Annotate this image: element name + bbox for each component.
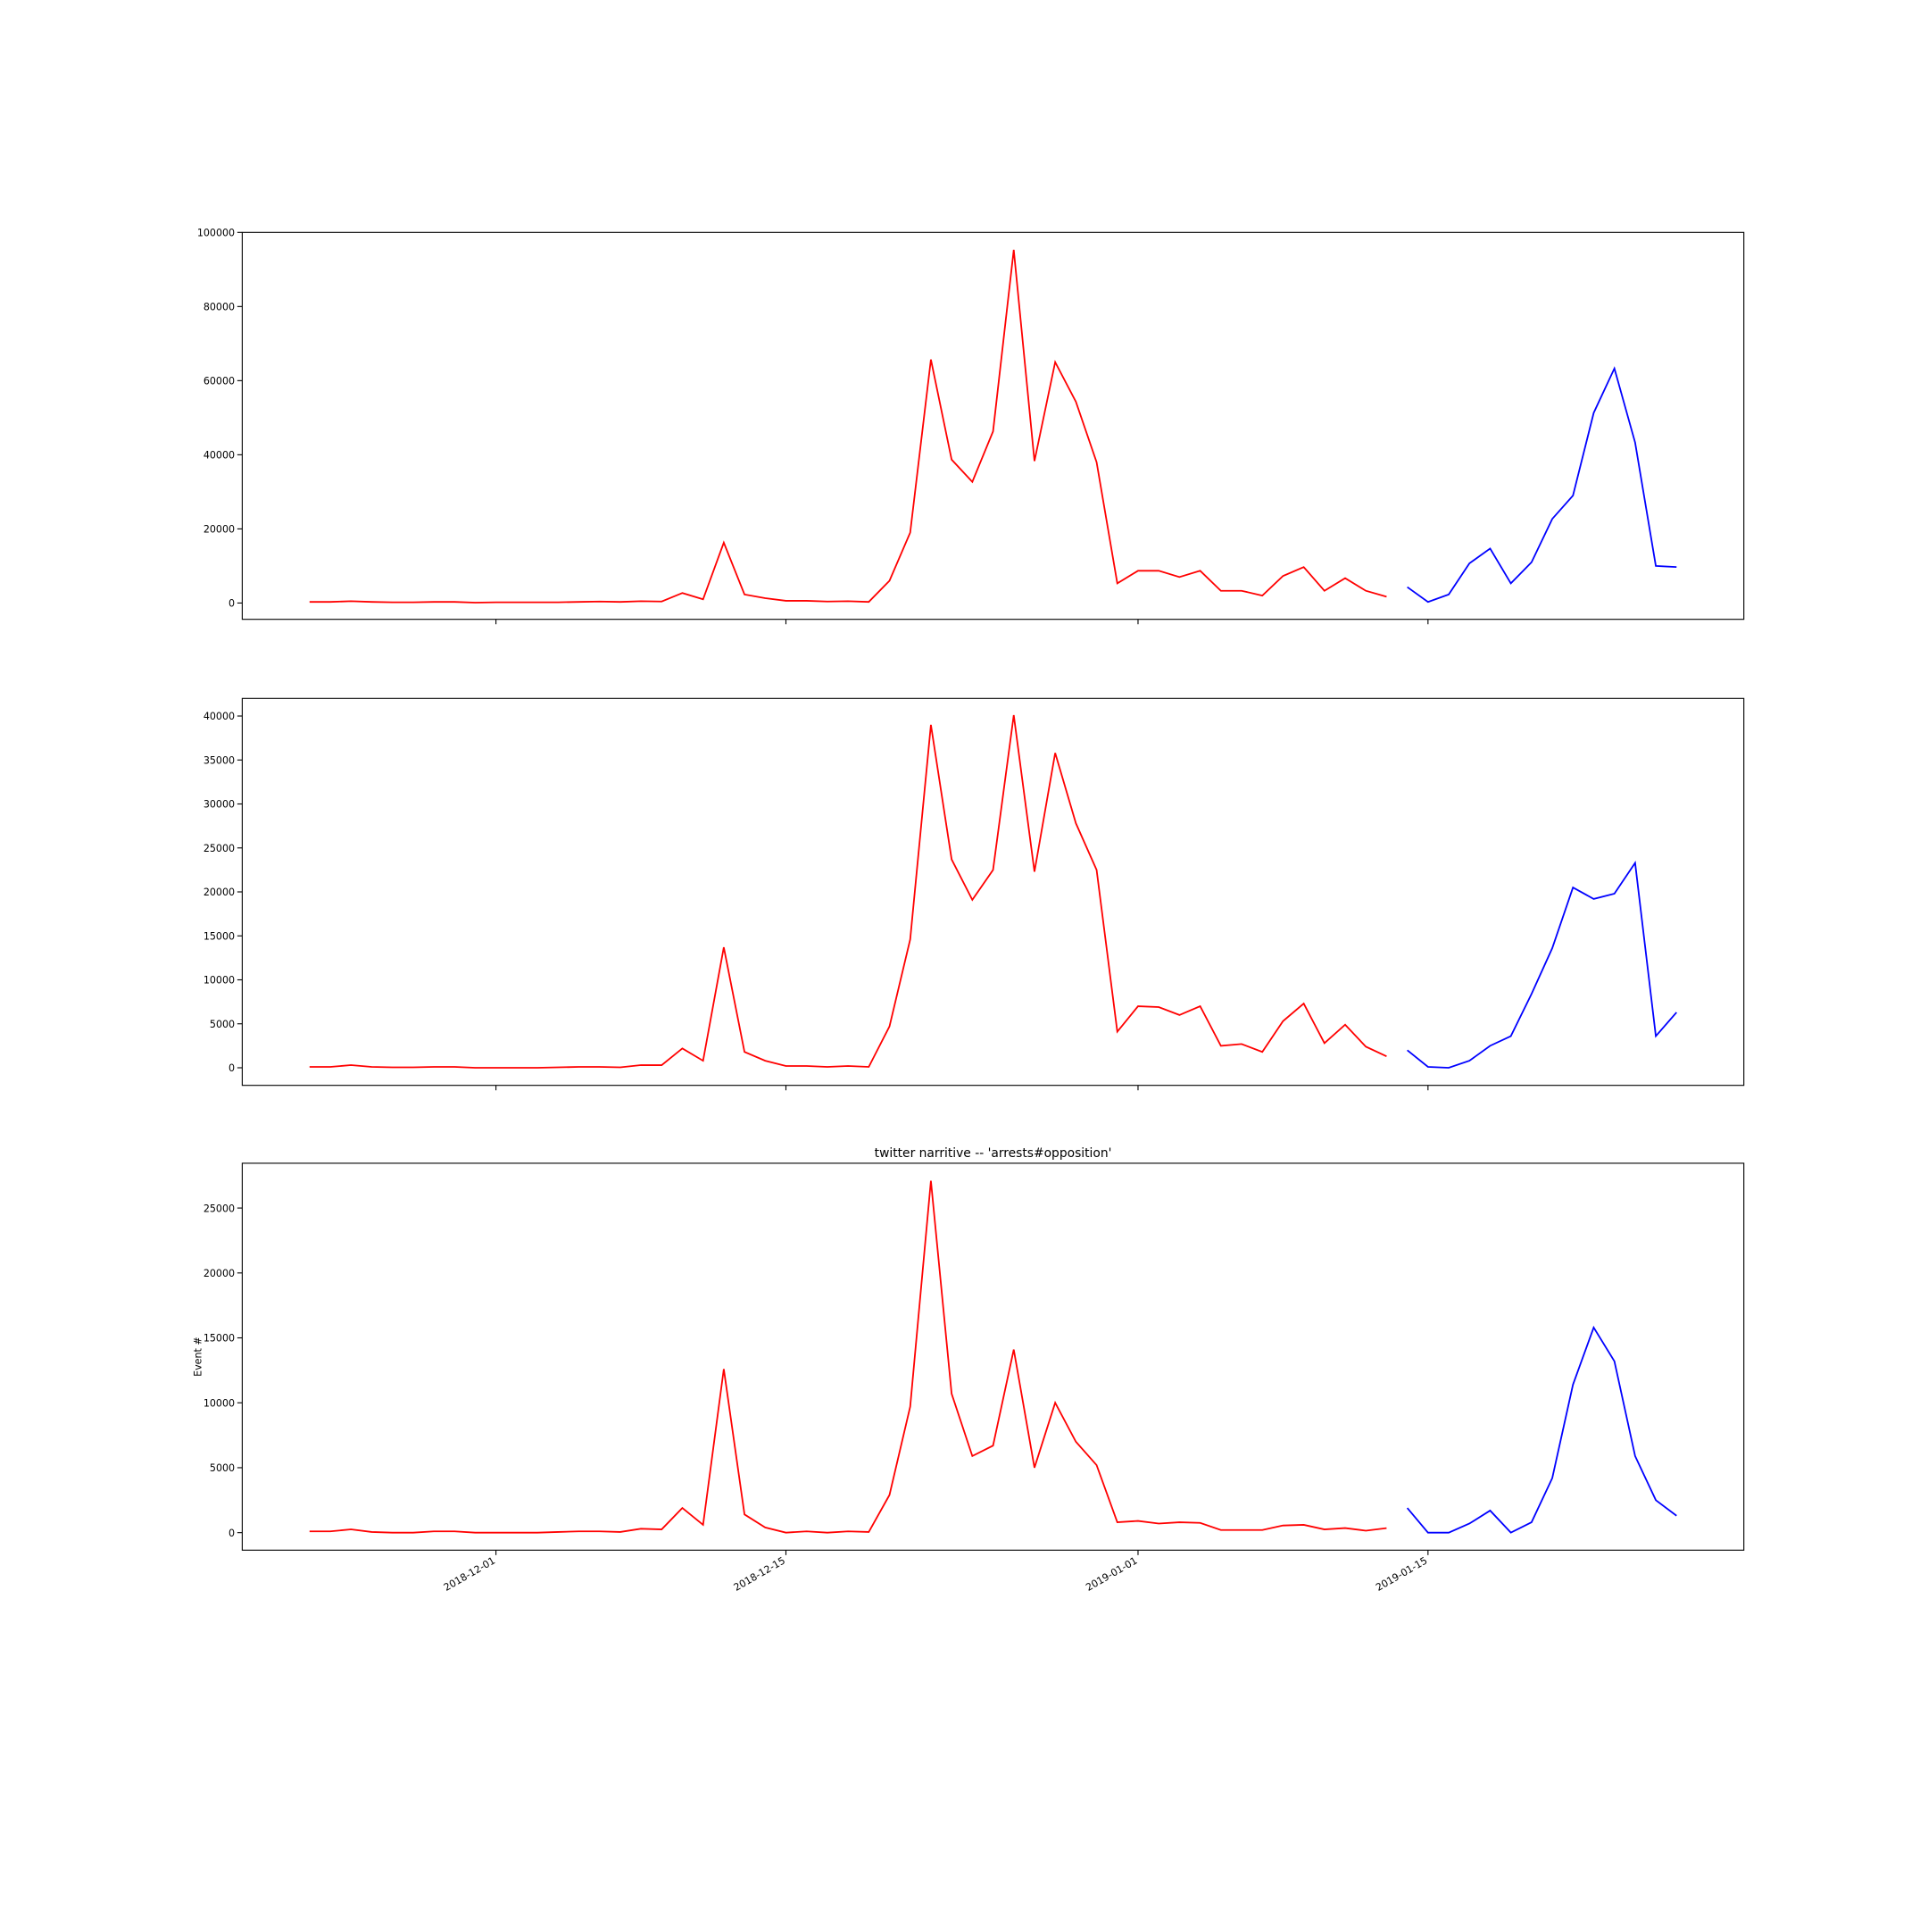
chart-title: twitter narritive -- 'arrests#opposition… xyxy=(875,1146,1112,1161)
axes-frame xyxy=(241,231,1745,620)
y-tick-label: 5000 xyxy=(210,1019,235,1030)
data-line xyxy=(1406,1325,1677,1534)
data-line xyxy=(309,1180,1387,1534)
y-tick-label: 25000 xyxy=(204,843,235,854)
y-tick-label: 30000 xyxy=(204,799,235,811)
data-line xyxy=(1407,366,1677,604)
x-tick-label: 2019-01-15 xyxy=(1374,1554,1429,1593)
data-line xyxy=(309,714,1387,1069)
y-tick-label: 15000 xyxy=(204,930,235,942)
y-tick-label: 15000 xyxy=(204,1333,235,1345)
data-line xyxy=(309,249,1387,604)
y-tick-label: 5000 xyxy=(210,1462,235,1474)
y-tick-label: 80000 xyxy=(204,301,235,312)
y-tick-label: 35000 xyxy=(204,754,235,766)
y-tick-label: 40000 xyxy=(204,450,235,462)
data-line xyxy=(1407,860,1677,1069)
y-tick-label: 0 xyxy=(229,598,235,610)
y-tick-label: 10000 xyxy=(204,975,235,987)
axes-frame xyxy=(241,1162,1745,1551)
y-tick-label: 20000 xyxy=(204,524,235,536)
x-tick-label: 2018-12-01 xyxy=(442,1554,497,1593)
y-tick-label: 25000 xyxy=(204,1203,235,1214)
x-tick-label: 2019-01-01 xyxy=(1084,1554,1139,1593)
y-tick-label: 40000 xyxy=(204,711,235,722)
axes-frame xyxy=(241,697,1745,1087)
y-tick-label: 60000 xyxy=(204,376,235,387)
y-tick-label: 20000 xyxy=(204,1268,235,1279)
y-axis-label: Event # xyxy=(193,1337,204,1376)
y-tick-label: 100000 xyxy=(197,227,235,238)
y-tick-label: 0 xyxy=(229,1062,235,1074)
y-tick-label: 10000 xyxy=(204,1397,235,1409)
x-tick-label: 2018-12-15 xyxy=(732,1554,787,1593)
y-tick-label: 0 xyxy=(229,1528,235,1539)
y-tick-label: 20000 xyxy=(204,887,235,898)
